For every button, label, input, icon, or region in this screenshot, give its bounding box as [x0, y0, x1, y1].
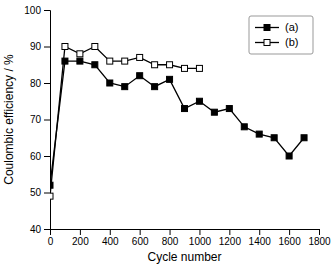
y-tick: 50 — [30, 187, 50, 198]
y-tick-label: 70 — [30, 114, 42, 125]
point-marker — [196, 65, 202, 71]
y-tick: 90 — [30, 41, 50, 52]
x-tick-mark — [289, 229, 290, 235]
x-tick-label: 0 — [48, 236, 54, 247]
x-tick-label: 1200 — [219, 236, 242, 247]
x-tick-mark — [80, 229, 81, 235]
x-axis-title: Cycle number — [147, 250, 221, 264]
point-marker — [211, 109, 217, 115]
legend-frame — [249, 16, 313, 54]
point-marker — [226, 106, 232, 112]
y-tick-label: 100 — [24, 5, 41, 16]
legend-item: (a) — [255, 21, 298, 33]
x-tick-label: 1600 — [278, 236, 301, 247]
x-tick: 1000 — [189, 229, 212, 247]
x-tick-label: 600 — [132, 236, 149, 247]
y-axis: 40 50 60 70 80 90 100 — [24, 5, 50, 235]
x-tick-mark — [110, 229, 111, 235]
series-line — [50, 61, 304, 185]
x-axis: 0 200 400 600 800 1000 1200 1400 1600 1800 — [48, 229, 331, 247]
point-marker — [137, 73, 143, 79]
y-tick-label: 80 — [30, 78, 42, 89]
x-tick: 1600 — [278, 229, 301, 247]
point-marker — [62, 44, 68, 50]
point-marker — [241, 124, 247, 130]
point-marker — [182, 65, 188, 71]
x-tick: 1400 — [249, 229, 272, 247]
point-marker — [152, 84, 158, 90]
point-marker — [271, 135, 277, 141]
y-tick-label: 60 — [30, 151, 42, 162]
x-tick-mark — [199, 229, 200, 235]
legend-marker — [264, 40, 270, 46]
point-marker — [77, 58, 83, 64]
x-tick-mark — [259, 229, 260, 235]
x-tick-mark — [170, 229, 171, 235]
x-tick: 800 — [162, 229, 179, 247]
x-tick-label: 400 — [102, 236, 119, 247]
point-marker — [122, 58, 128, 64]
legend: (a) (b) — [249, 16, 313, 54]
point-marker — [92, 62, 98, 68]
y-axis-title: Coulombic efficiency / % — [2, 54, 16, 185]
x-tick-label: 800 — [162, 236, 179, 247]
x-tick: 200 — [72, 229, 89, 247]
x-tick-label: 200 — [72, 236, 89, 247]
point-marker — [167, 62, 173, 68]
x-tick-mark — [140, 229, 141, 235]
point-marker — [77, 51, 83, 57]
y-tick-label: 40 — [30, 224, 42, 235]
x-tick: 0 — [48, 229, 54, 247]
y-tick-mark — [44, 10, 50, 11]
y-tick-mark — [44, 83, 50, 84]
x-axis-line — [51, 230, 320, 236]
x-tick: 1200 — [219, 229, 242, 247]
y-axis-line — [44, 11, 51, 230]
marks — [50, 44, 307, 200]
point-marker — [137, 54, 143, 60]
legend-label: (a) — [285, 21, 298, 33]
x-tick-label: 1800 — [308, 236, 331, 247]
legend-item: (b) — [255, 36, 298, 48]
x-tick: 600 — [132, 229, 149, 247]
y-tick-label: 90 — [30, 41, 42, 52]
y-tick: 100 — [24, 5, 50, 16]
y-tick-mark — [44, 120, 50, 121]
y-tick-mark — [44, 229, 50, 230]
y-tick: 70 — [30, 114, 50, 125]
chart: 0 200 400 600 800 1000 1200 1400 1600 1800 40 50 60 7… — [0, 0, 333, 267]
point-marker — [92, 44, 98, 50]
plot: 0 200 400 600 800 1000 1200 1400 1600 1800 40 50 60 7… — [24, 5, 331, 247]
y-tick-mark — [44, 193, 50, 194]
x-tick: 400 — [102, 229, 119, 247]
y-tick-mark — [44, 47, 50, 48]
point-marker — [107, 58, 113, 64]
legend-marker — [264, 25, 270, 31]
point-marker — [122, 84, 128, 90]
point-marker — [286, 153, 292, 159]
point-marker — [152, 62, 158, 68]
y-tick-mark — [44, 156, 50, 157]
point-marker — [256, 131, 262, 137]
point-marker — [301, 135, 307, 141]
y-tick: 60 — [30, 151, 50, 162]
x-tick-label: 1400 — [249, 236, 272, 247]
x-tick: 1800 — [308, 229, 331, 247]
point-marker — [167, 76, 173, 82]
x-tick-mark — [319, 229, 320, 235]
y-tick: 40 — [30, 224, 50, 235]
x-tick-label: 1000 — [189, 236, 212, 247]
y-tick: 80 — [30, 78, 50, 89]
series-line — [50, 47, 199, 197]
y-tick-label: 50 — [30, 187, 42, 198]
point-marker — [182, 106, 188, 112]
point-marker — [107, 80, 113, 86]
x-tick-mark — [229, 229, 230, 235]
legend-label: (b) — [285, 36, 298, 48]
point-marker — [196, 98, 202, 104]
point-marker — [50, 193, 53, 199]
